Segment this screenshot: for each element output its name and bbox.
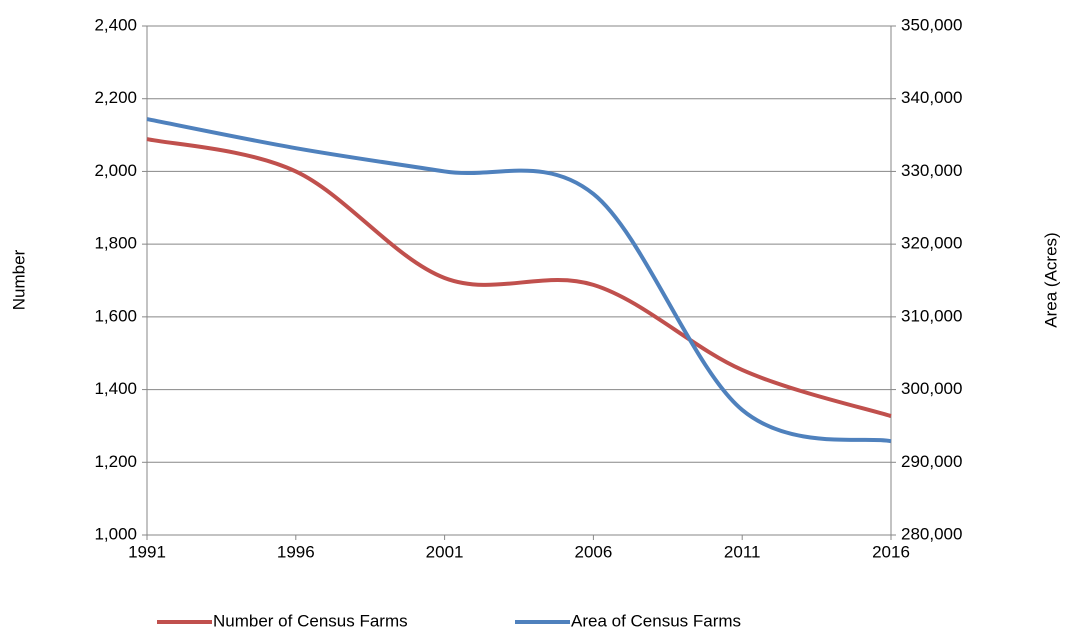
series-line	[146, 137, 892, 419]
legend-label: Area of Census Farms	[571, 611, 741, 630]
y-tick-label: 1,200	[94, 452, 137, 471]
y2-tick-label: 320,000	[901, 234, 962, 253]
x-tick-label: 2016	[872, 542, 910, 561]
y-tick-label: 1,600	[94, 306, 137, 325]
x-tick-label: 1991	[128, 542, 166, 561]
y2-tick-label: 340,000	[901, 88, 962, 107]
y2-tick-label: 280,000	[901, 524, 962, 543]
x-tick-label: 2001	[426, 542, 464, 561]
y-axis-label: Number	[9, 249, 28, 310]
y-tick-label: 1,000	[94, 524, 137, 543]
y2-tick-label: 330,000	[901, 161, 962, 180]
y2-tick-label: 300,000	[901, 379, 962, 398]
y2-tick-label: 350,000	[901, 15, 962, 34]
legend-label: Number of Census Farms	[213, 611, 408, 630]
x-tick-label: 2011	[724, 542, 761, 561]
y2-tick-label: 310,000	[901, 306, 962, 325]
x-tick-label: 2006	[574, 542, 612, 561]
y-tick-label: 2,400	[94, 15, 137, 34]
y-tick-label: 2,000	[94, 161, 137, 180]
y-tick-label: 1,800	[94, 234, 137, 253]
y-tick-label: 1,400	[94, 379, 137, 398]
x-tick-label: 1996	[277, 542, 315, 561]
series-line	[146, 117, 892, 444]
y2-tick-label: 290,000	[901, 452, 962, 471]
y-tick-label: 2,200	[94, 88, 137, 107]
y2-axis-label: Area (Acres)	[1041, 232, 1060, 327]
